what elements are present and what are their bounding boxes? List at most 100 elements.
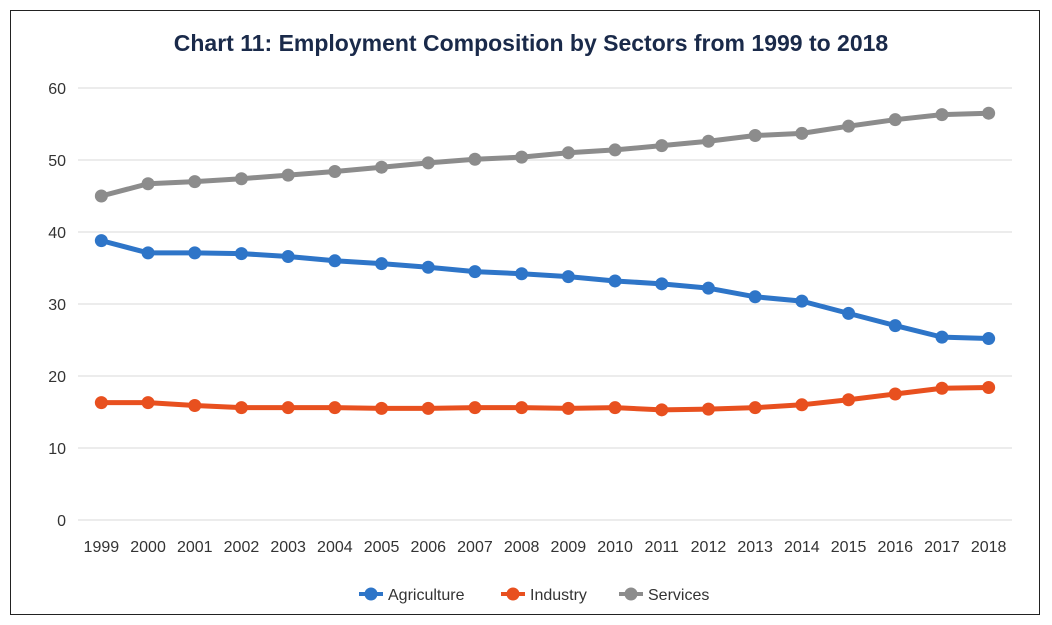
data-point (515, 401, 529, 415)
x-tick-label: 2005 (364, 539, 400, 556)
y-tick-label: 10 (48, 441, 66, 458)
series-line (98, 110, 992, 199)
data-point (94, 189, 108, 203)
x-tick-label: 2008 (504, 539, 540, 556)
series-industry (94, 381, 996, 417)
legend-item-services: Services (619, 587, 709, 604)
data-point (234, 247, 248, 261)
series-agriculture (94, 234, 996, 346)
data-point (888, 387, 902, 401)
legend-marker (624, 587, 638, 601)
legend-marker (506, 587, 520, 601)
y-tick-label: 40 (48, 225, 66, 242)
data-point (982, 106, 996, 120)
grid-layer (78, 87, 1012, 521)
data-point (375, 160, 389, 174)
x-tick-label: 2010 (597, 539, 633, 556)
data-point (234, 401, 248, 415)
data-point (935, 330, 949, 344)
series-services (94, 106, 996, 203)
data-point (468, 152, 482, 166)
y-tick-label: 20 (48, 369, 66, 386)
chart-frame (10, 10, 1040, 615)
data-point (888, 113, 902, 127)
data-point (421, 156, 435, 170)
data-point (982, 381, 996, 395)
data-point (375, 257, 389, 271)
x-tick-label: 2004 (317, 539, 353, 556)
x-tick-label: 2018 (971, 539, 1007, 556)
y-tick-label: 50 (48, 153, 66, 170)
x-tick-label: 2015 (831, 539, 867, 556)
series-line (98, 385, 992, 413)
data-point (795, 398, 809, 412)
x-tick-label: 2011 (645, 539, 680, 556)
data-point (655, 403, 669, 417)
x-tick-label: 2006 (410, 539, 446, 556)
data-point (608, 401, 622, 415)
data-point (328, 254, 342, 268)
data-point (935, 108, 949, 122)
data-point (375, 401, 389, 415)
data-point (188, 175, 202, 189)
data-point (94, 234, 108, 248)
legend: Agriculture Industry Services (359, 587, 709, 604)
data-point (888, 319, 902, 333)
legend-label: Services (648, 587, 709, 604)
data-point (982, 332, 996, 346)
data-point (608, 143, 622, 157)
data-point (748, 290, 762, 304)
x-tick-label: 2001 (177, 539, 213, 556)
y-tick-label: 60 (48, 81, 66, 98)
data-point (141, 396, 155, 410)
data-point (141, 177, 155, 191)
data-point (188, 399, 202, 413)
data-point (842, 306, 856, 320)
data-point (468, 401, 482, 415)
data-point (234, 172, 248, 186)
data-point (701, 281, 715, 295)
data-point (748, 129, 762, 143)
data-point (561, 401, 575, 415)
x-tick-label: 2013 (737, 539, 773, 556)
data-point (701, 134, 715, 148)
x-tick-label: 1999 (84, 539, 120, 556)
legend-label: Industry (530, 587, 587, 604)
data-point (515, 150, 529, 164)
data-point (842, 393, 856, 407)
data-point (281, 168, 295, 182)
x-tick-label: 2012 (691, 539, 727, 556)
data-point (421, 401, 435, 415)
y-tick-label: 0 (57, 513, 66, 530)
x-tick-label: 2014 (784, 539, 820, 556)
data-point (655, 139, 669, 153)
data-point (188, 246, 202, 260)
data-point (281, 249, 295, 263)
series-line (98, 238, 992, 342)
data-point (842, 119, 856, 133)
x-tick-label: 2002 (224, 539, 260, 556)
data-point (561, 270, 575, 284)
x-tick-label: 2007 (457, 539, 493, 556)
data-point (795, 294, 809, 308)
chart-title: Chart 11: Employment Composition by Sect… (174, 30, 889, 56)
x-tick-label: 2009 (551, 539, 587, 556)
x-tick-label: 2016 (877, 539, 913, 556)
legend-item-agriculture: Agriculture (359, 587, 465, 604)
data-point (701, 402, 715, 416)
data-point (468, 265, 482, 279)
y-axis-ticks: 0 10 20 30 40 50 60 (48, 81, 66, 530)
series-layer (94, 106, 996, 417)
data-point (421, 260, 435, 274)
legend-item-industry: Industry (501, 587, 587, 604)
x-tick-label: 2000 (130, 539, 166, 556)
data-point (515, 267, 529, 281)
x-tick-label: 2017 (924, 539, 960, 556)
data-point (748, 401, 762, 415)
data-point (328, 401, 342, 415)
data-point (935, 381, 949, 395)
legend-marker (364, 587, 378, 601)
data-point (655, 277, 669, 291)
x-tick-label: 2003 (270, 539, 306, 556)
